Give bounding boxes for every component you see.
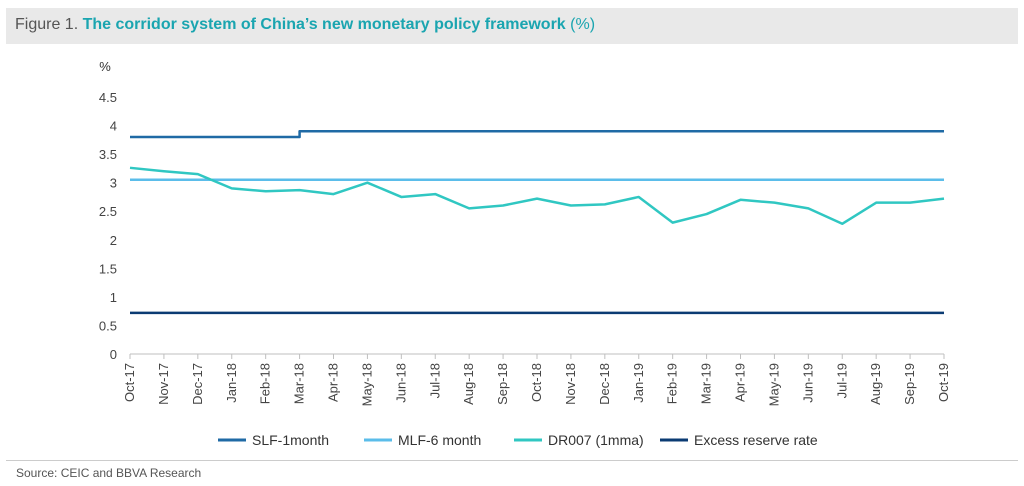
x-tick-label: Oct-19 [936,363,951,402]
y-tick-label: 1 [110,290,117,305]
x-tick-label: Feb-18 [258,363,273,404]
x-tick-label: Apr-19 [733,363,748,402]
figure-label: Figure 1. [15,16,79,33]
figure-title-main: The corridor system of China’s new monet… [82,16,566,33]
y-tick-label: 3 [110,176,117,191]
x-tick-label: Jul-19 [834,363,849,398]
y-tick-label: 2.5 [99,204,117,219]
line-chart: % 0 0.5 1 1.5 2 2.5 3 3.5 4 4.5 Oct-17 Nov-17 Dec-17 J… [99,59,951,448]
series-line-slf-1month [130,130,944,139]
y-tick-label: 2 [110,233,117,248]
x-tick-label: Oct-18 [529,363,544,402]
x-tick-label: Jun-18 [393,363,408,403]
legend-label: Excess reserve rate [694,432,818,448]
x-tick-label: Mar-18 [292,363,307,404]
legend-label: SLF-1month [252,432,329,448]
y-tick-label: 0.5 [99,318,117,333]
x-tick-label: Jan-19 [631,363,646,403]
x-tick-label: Aug-19 [868,363,883,405]
x-tick-label: Apr-18 [326,363,341,402]
x-tick-label: Aug-18 [461,363,476,405]
y-tick-label: 4 [110,119,117,134]
x-tick-label: Jan-18 [224,363,239,403]
x-tick-label: Feb-19 [665,363,680,404]
x-tick-label: Nov-18 [563,363,578,405]
x-tick-label: Dec-18 [597,363,612,405]
x-tick-label: Jun-19 [800,363,815,403]
y-tick-label: 0 [110,347,117,362]
x-tick-label: Sep-19 [902,363,917,405]
x-tick-label: Jul-18 [427,363,442,398]
x-tick-label: May-19 [766,363,781,406]
figure-title-unit: (%) [570,16,596,33]
y-tick-label: 4.5 [99,90,117,105]
y-tick-label: 3.5 [99,147,117,162]
series-line-dr007-1mma [129,166,945,226]
x-tick-label: Dec-17 [190,363,205,405]
legend-label: DR007 (1mma) [548,432,644,448]
source-note: Source: CEIC and BBVA Research [16,466,202,480]
x-tick-label: Sep-18 [495,363,510,405]
figure-title: Figure 1. The corridor system of China’s… [15,16,595,34]
chart-area: % 0 0.5 1 1.5 2 2.5 3 3.5 4 4.5 Oct-17 Nov-17 Dec-17 J… [0,48,1024,458]
y-tick-label: 1.5 [99,261,117,276]
figure-title-bar: Figure 1. The corridor system of China’s… [6,8,1018,44]
x-tick-label: Oct-17 [122,363,137,402]
x-tick-label: May-18 [359,363,374,406]
x-tick-label: Nov-17 [156,363,171,405]
x-tick-label: Mar-19 [699,363,714,404]
legend-label: MLF-6 month [398,432,481,448]
y-axis-label: % [99,59,111,74]
footer-divider [6,460,1018,461]
